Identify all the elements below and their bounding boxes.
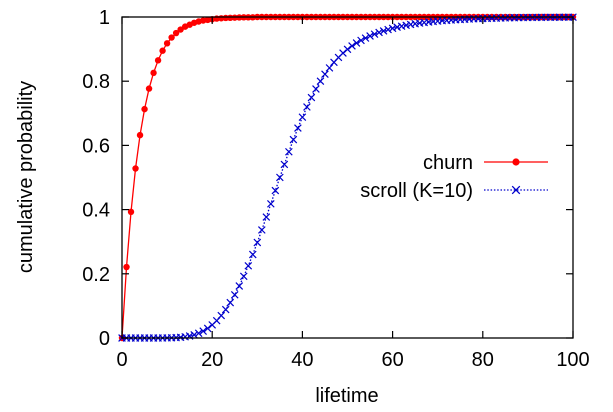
series-layer [118, 13, 577, 342]
data-point [226, 298, 235, 307]
y-tick-label: 1 [99, 7, 110, 29]
data-point [289, 135, 298, 144]
data-point [123, 263, 130, 271]
data-point [348, 42, 356, 50]
data-point [203, 324, 212, 333]
y-tick-label: 0.2 [82, 264, 110, 286]
data-point [271, 186, 280, 195]
data-point [248, 250, 257, 259]
data-point [379, 27, 388, 35]
plot-frame [121, 16, 574, 339]
data-point [230, 290, 239, 299]
data-point [370, 30, 379, 38]
legend: churn scroll (K=10) [360, 152, 548, 202]
series-line-0 [121, 16, 573, 339]
data-point [375, 28, 383, 37]
data-point [145, 85, 153, 92]
data-point [316, 77, 325, 86]
y-tick-label: 0.4 [82, 200, 110, 222]
data-point [154, 57, 162, 64]
data-point [141, 105, 148, 113]
data-point [163, 40, 171, 47]
data-point [361, 34, 370, 42]
data-point [127, 208, 135, 216]
data-point [397, 22, 406, 31]
data-point [294, 124, 302, 132]
x-tick-label: 80 [472, 349, 494, 371]
data-point [172, 29, 180, 37]
data-point [267, 200, 275, 208]
data-point [384, 25, 392, 34]
data-point [307, 93, 316, 102]
series-line-1 [122, 16, 574, 339]
data-point [199, 327, 208, 335]
x-tick-label: 20 [201, 349, 223, 371]
x-axis-label: lifetime [315, 385, 378, 407]
x-tick-label: 100 [556, 349, 589, 371]
legend-marker [511, 185, 521, 195]
legend-label: scroll (K=10) [360, 180, 473, 202]
data-point [257, 226, 266, 234]
data-point [217, 311, 226, 320]
data-point [221, 305, 230, 314]
data-point [262, 213, 271, 221]
data-point [244, 261, 253, 270]
y-axis-label: cumulative probability [15, 81, 37, 273]
data-point [227, 14, 234, 22]
data-point [321, 70, 329, 78]
data-point [190, 331, 198, 339]
data-point [235, 282, 244, 290]
data-point [393, 23, 401, 31]
data-point [276, 173, 284, 182]
data-point [136, 131, 144, 139]
ticks-layer: 0 20 40 60 80 100 0 0.2 0.4 0.6 0.8 1 [82, 7, 590, 371]
data-point [159, 47, 166, 54]
data-point [312, 85, 320, 93]
data-point [194, 329, 203, 338]
data-point [343, 45, 352, 54]
legend-label: churn [423, 152, 473, 174]
y-tick-label: 0.6 [82, 135, 110, 157]
data-point [352, 39, 361, 47]
data-point [388, 24, 397, 33]
data-point [298, 113, 307, 121]
data-point [280, 160, 289, 169]
data-point [366, 32, 374, 40]
data-point [285, 147, 293, 156]
y-tick-label: 0 [99, 328, 110, 350]
data-point [357, 36, 365, 45]
data-point [303, 103, 311, 111]
data-point [239, 272, 248, 281]
data-point [325, 64, 334, 72]
data-point [168, 34, 175, 41]
x-tick-label: 0 [116, 349, 127, 371]
data-point [150, 69, 157, 77]
x-tick-label: 40 [291, 349, 313, 371]
data-point [253, 238, 262, 247]
legend-marker [512, 158, 520, 166]
y-tick-label: 0.8 [82, 71, 110, 93]
x-tick-label: 60 [381, 349, 403, 371]
data-point [132, 165, 139, 172]
